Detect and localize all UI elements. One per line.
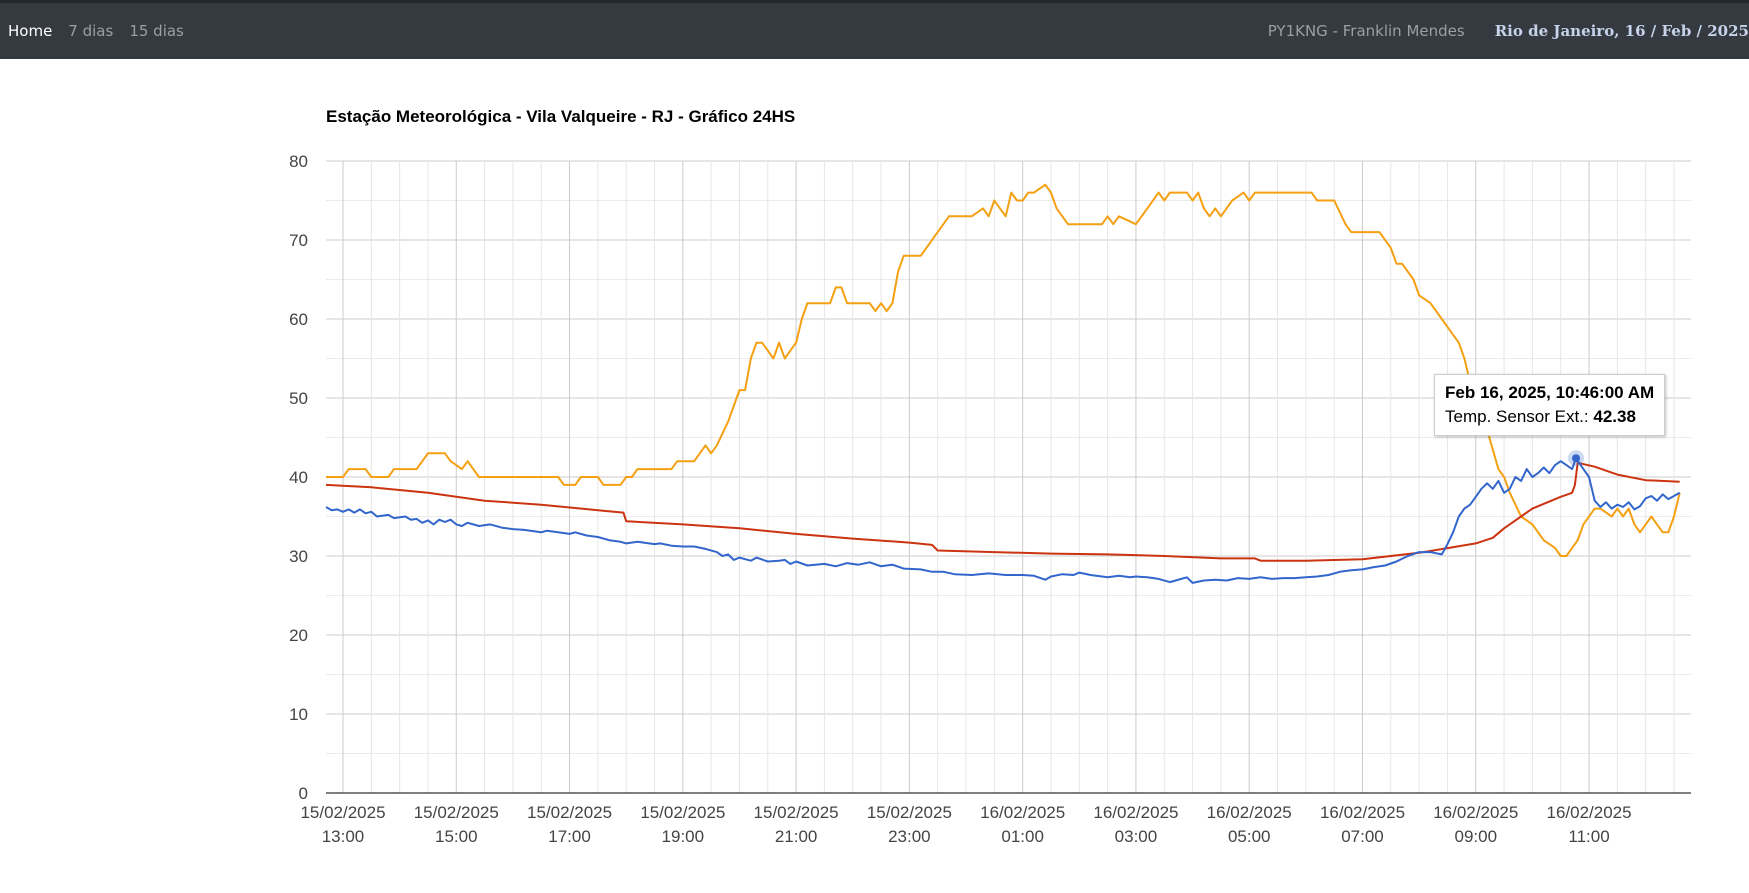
y-tick-label: 30 — [289, 547, 308, 566]
chart-grid — [326, 160, 1691, 794]
y-tick-label: 10 — [289, 705, 308, 724]
x-tick-time-label: 07:00 — [1341, 827, 1384, 846]
nav-links: Home 7 dias 15 dias — [8, 3, 200, 59]
x-tick-time-label: 09:00 — [1454, 827, 1497, 846]
x-tick-time-label: 23:00 — [888, 827, 931, 846]
tooltip-row: Temp. Sensor Ext.: 42.38 — [1445, 407, 1654, 427]
chart-series[interactable] — [325, 183, 1681, 584]
station-operator: PY1KNG - Franklin Mendes — [1267, 22, 1465, 40]
x-tick-time-label: 01:00 — [1001, 827, 1044, 846]
x-tick-date-label: 15/02/2025 — [640, 803, 725, 822]
x-tick-date-label: 15/02/2025 — [527, 803, 612, 822]
x-tick-date-label: 15/02/2025 — [300, 803, 385, 822]
weather-chart[interactable]: Estação Meteorológica - Vila Valqueire -… — [0, 59, 1749, 893]
chart-tooltip: Feb 16, 2025, 10:46:00 AM Temp. Sensor E… — [1434, 374, 1666, 437]
chart-title: Estação Meteorológica - Vila Valqueire -… — [326, 107, 795, 126]
nav-link-7-dias[interactable]: 7 dias — [68, 22, 114, 40]
x-tick-time-label: 21:00 — [775, 827, 818, 846]
series-line-2[interactable] — [325, 461, 1680, 562]
x-tick-date-label: 16/02/2025 — [980, 803, 1065, 822]
x-tick-time-label: 19:00 — [662, 827, 705, 846]
x-tick-time-label: 17:00 — [548, 827, 591, 846]
x-tick-date-label: 16/02/2025 — [1093, 803, 1178, 822]
tooltip-series-label: Temp. Sensor Ext.: — [1445, 407, 1589, 427]
y-tick-label: 40 — [289, 468, 308, 487]
nav-info: PY1KNG - Franklin Mendes Rio de Janeiro,… — [1268, 3, 1749, 59]
x-tick-date-label: 15/02/2025 — [867, 803, 952, 822]
location-date: Rio de Janeiro, 16 / Feb / 2025 — [1494, 22, 1749, 40]
y-tick-label: 70 — [289, 231, 308, 250]
series-line-3[interactable] — [325, 457, 1681, 584]
x-tick-time-label: 05:00 — [1228, 827, 1271, 846]
nav-link-home[interactable]: Home — [8, 22, 53, 40]
x-tick-date-label: 16/02/2025 — [1320, 803, 1405, 822]
top-navbar: Home 7 dias 15 dias PY1KNG - Franklin Me… — [0, 0, 1749, 59]
y-tick-label: 60 — [289, 310, 308, 329]
x-tick-time-label: 13:00 — [322, 827, 365, 846]
x-tick-date-label: 16/02/2025 — [1433, 803, 1518, 822]
highlight-point[interactable] — [1572, 454, 1581, 463]
chart-axes: 0 10 20 30 40 50 60 70 80 15/02/2025 13:00 15/02/20… — [289, 152, 1691, 846]
nav-link-15-dias[interactable]: 15 dias — [129, 22, 184, 40]
x-tick-time-label: 15:00 — [435, 827, 478, 846]
y-tick-label: 20 — [289, 626, 308, 645]
tooltip-value: 42.38 — [1593, 407, 1636, 427]
x-tick-date-label: 15/02/2025 — [754, 803, 839, 822]
y-tick-label: 80 — [289, 152, 308, 171]
x-tick-date-label: 15/02/2025 — [414, 803, 499, 822]
x-tick-date-label: 16/02/2025 — [1547, 803, 1632, 822]
x-tick-time-label: 11:00 — [1568, 827, 1609, 846]
x-tick-time-label: 03:00 — [1115, 827, 1158, 846]
y-tick-label: 50 — [289, 389, 308, 408]
y-tick-label: 0 — [299, 784, 308, 803]
chart-highlight — [1568, 450, 1585, 467]
tooltip-date: Feb 16, 2025, 10:46:00 AM — [1445, 383, 1655, 403]
x-tick-date-label: 16/02/2025 — [1207, 803, 1292, 822]
